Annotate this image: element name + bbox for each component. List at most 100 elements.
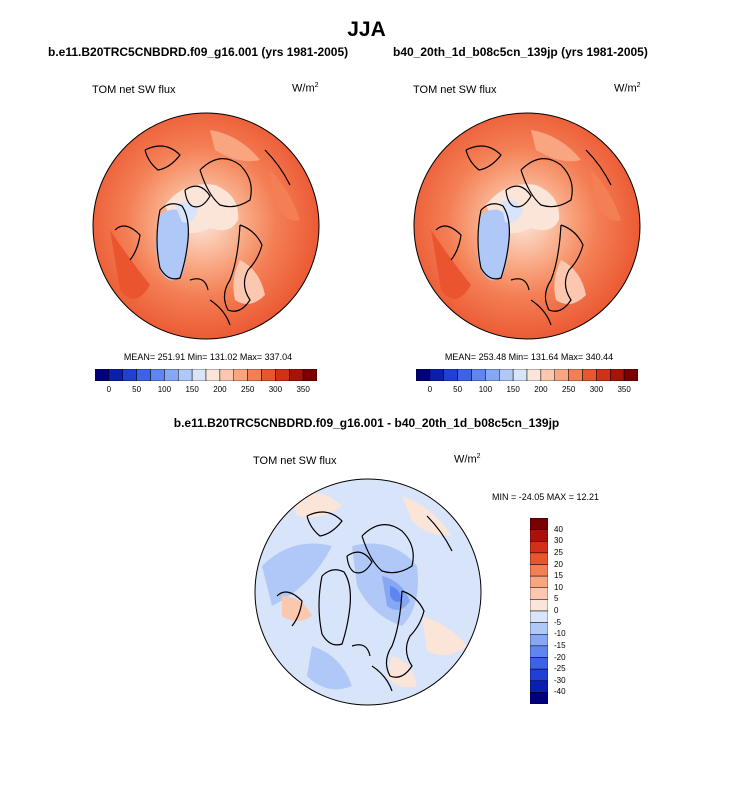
colorbar-1-swatch	[122, 368, 137, 382]
panel-1-colorbar-ticks: 0 50 100 150 200 250 300 350	[95, 385, 317, 397]
diff-colorbar-tick-label: -5	[554, 617, 562, 627]
diff-colorbar-tick-label: 25	[554, 547, 563, 557]
colorbar-1-swatch	[247, 368, 262, 382]
colorbar-1-swatch	[302, 368, 318, 382]
diff-colorbar-swatch	[529, 517, 549, 530]
colorbar-1-tick-label: 0	[106, 385, 112, 394]
panel-2-colorbar	[415, 368, 639, 382]
diff-colorbar-swatch	[529, 622, 549, 635]
colorbar-2-swatch	[554, 368, 569, 382]
colorbar-2-tick-label: 350	[617, 385, 631, 394]
panel-2-stats: MEAN= 253.48 Min= 131.64 Max= 340.44	[444, 352, 614, 362]
colorbar-2-swatch	[429, 368, 444, 382]
colorbar-1-swatch	[164, 368, 179, 382]
diff-units-label: W/m2	[454, 453, 481, 466]
diff-colorbar-tick-label: 0	[554, 606, 559, 615]
diff-colorbar-tick-label: 15	[554, 571, 563, 581]
colorbar-1-tick-label: 200	[213, 385, 227, 394]
colorbar-2-tick-label: 50	[453, 385, 463, 394]
diff-colorbar-swatch	[529, 587, 549, 600]
diff-colorbar-tick-label: 40	[554, 524, 563, 534]
colorbar-2-swatch	[582, 368, 597, 382]
colorbar-1-swatch	[108, 368, 123, 382]
panel-2-colorbar-ticks: 0 50 100 150 200 250 300 350	[416, 385, 638, 397]
diff-colorbar-swatch	[529, 599, 549, 612]
colorbar-1-swatch	[233, 368, 248, 382]
diff-title: b.e11.B20TRC5CNBDRD.f09_g16.001 - b40_20…	[173, 416, 560, 430]
diff-colorbar-ticks: 40 30 25 20 15 10 5 0 -5 -10 -15 -20 -25 -30 -40	[554, 518, 594, 704]
colorbar-2-swatch	[610, 368, 625, 382]
colorbar-2-swatch	[499, 368, 514, 382]
diff-colorbar-tick-label: 5	[554, 594, 559, 604]
diff-colorbar-swatch	[529, 564, 549, 577]
panel-2-variable-label: TOM net SW flux	[413, 84, 497, 96]
colorbar-1-swatch	[275, 368, 290, 382]
colorbar-1-tick-label: 150	[185, 385, 199, 394]
colorbar-2-swatch	[471, 368, 486, 382]
colorbar-2-tick-label: 250	[561, 385, 576, 394]
colorbar-1-swatch	[178, 368, 193, 382]
colorbar-1-swatch	[289, 368, 304, 382]
diff-colorbar-swatch	[529, 575, 549, 588]
diff-colorbar-swatch	[529, 668, 549, 681]
colorbar-1-swatch	[261, 368, 276, 382]
colorbar-2-tick-label: 150	[506, 385, 520, 394]
colorbar-1-tick-label: 300	[268, 385, 283, 394]
colorbar-1-swatch	[150, 368, 165, 382]
colorbar-1-swatch	[94, 368, 110, 382]
diff-colorbar-swatch	[529, 657, 549, 670]
diff-colorbar-tick-label: -40	[554, 687, 566, 697]
colorbar-2-swatch	[540, 368, 555, 382]
colorbar-2-tick-label: 100	[478, 385, 493, 394]
diff-colorbar-tick-label: -15	[554, 640, 566, 650]
colorbar-1-tick-label: 350	[296, 385, 310, 394]
colorbar-1-tick-label: 100	[157, 385, 172, 394]
panel-2-polar-map	[413, 112, 641, 340]
colorbar-2-swatch	[596, 368, 611, 382]
panel-1-colorbar	[94, 368, 318, 382]
diff-colorbar-tick-label: -30	[554, 675, 566, 685]
panel-2-title: b40_20th_1d_b08c5cn_139jp (yrs 1981-2005…	[393, 45, 648, 59]
diff-colorbar-swatch	[529, 552, 549, 565]
colorbar-2-tick-label: 200	[534, 385, 548, 394]
colorbar-1-swatch	[136, 368, 151, 382]
diff-colorbar	[529, 517, 549, 705]
colorbar-2-swatch	[623, 368, 639, 382]
season-title: JJA	[347, 18, 386, 41]
panel-1-stats: MEAN= 251.91 Min= 131.02 Max= 337.04	[123, 352, 293, 362]
colorbar-1-swatch	[205, 368, 221, 382]
diff-colorbar-tick-label: -20	[554, 652, 566, 662]
panel-1-units-label: W/m2	[292, 82, 319, 95]
colorbar-1-swatch	[191, 368, 207, 382]
diff-colorbar-tick-label: -25	[554, 664, 566, 674]
colorbar-2-swatch	[526, 368, 542, 382]
diff-colorbar-tick-label: -10	[554, 629, 566, 639]
colorbar-2-swatch	[512, 368, 528, 382]
diff-colorbar-swatch	[529, 541, 549, 554]
diff-colorbar-swatch	[529, 645, 549, 658]
diff-colorbar-swatch	[529, 634, 549, 647]
colorbar-1-tick-label: 50	[132, 385, 142, 394]
diff-colorbar-swatch	[529, 692, 549, 705]
panel-2-units-label: W/m2	[614, 82, 641, 95]
diff-colorbar-tick-label: 10	[554, 582, 563, 592]
colorbar-1-tick-label: 250	[240, 385, 255, 394]
colorbar-1-swatch	[219, 368, 234, 382]
diff-min-max: MIN = -24.05 MAX = 12.21	[492, 492, 600, 502]
diff-colorbar-swatch	[529, 680, 549, 693]
diff-variable-label: TOM net SW flux	[253, 455, 337, 467]
diff-colorbar-swatch	[529, 529, 549, 542]
panel-1-polar-map	[92, 112, 320, 340]
diff-polar-map	[254, 478, 482, 706]
diff-colorbar-swatch	[529, 610, 549, 623]
colorbar-2-swatch	[485, 368, 500, 382]
colorbar-2-swatch	[568, 368, 583, 382]
panel-1-title: b.e11.B20TRC5CNBDRD.f09_g16.001 (yrs 198…	[48, 45, 349, 59]
diff-colorbar-tick-label: 30	[554, 536, 563, 546]
colorbar-2-tick-label: 300	[589, 385, 604, 394]
colorbar-2-swatch	[415, 368, 431, 382]
colorbar-2-swatch	[457, 368, 472, 382]
colorbar-2-swatch	[443, 368, 458, 382]
colorbar-2-tick-label: 0	[427, 385, 433, 394]
panel-1-variable-label: TOM net SW flux	[92, 84, 176, 96]
